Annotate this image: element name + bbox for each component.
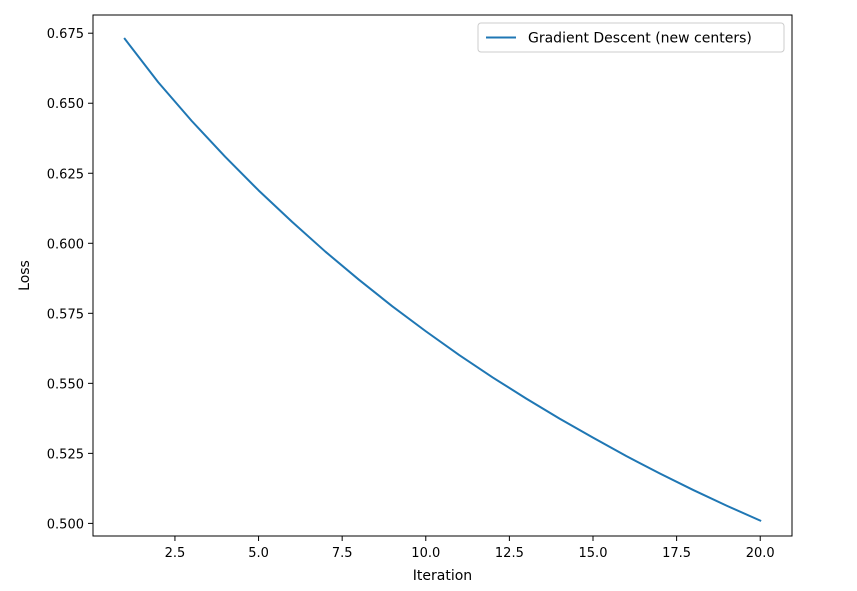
y-tick-label: 0.650	[47, 97, 84, 112]
x-tick-label: 7.5	[332, 546, 353, 561]
y-tick-label: 0.675	[47, 27, 84, 42]
series-lines	[123, 37, 762, 522]
x-tick-label: 20.0	[746, 546, 775, 561]
axes-frame	[92, 14, 793, 537]
y-tick-label: 0.500	[47, 517, 84, 532]
y-axis-label: Loss	[17, 260, 33, 291]
x-axis-label: Iteration	[413, 568, 472, 584]
y-tick-label: 0.575	[47, 307, 84, 322]
x-tick-label: 12.5	[495, 546, 524, 561]
x-tick-label: 2.5	[165, 546, 186, 561]
legend-box	[477, 22, 785, 53]
x-axis-ticks: 2.5 5.0 7.5 10.0 12.5 15.0 17.5 20.0	[165, 536, 775, 561]
y-axis-ticks: 0.500 0.525 0.550 0.575 0.600 0.625 0.650 0.675	[47, 27, 93, 532]
series-line	[123, 37, 762, 522]
x-tick-label: 15.0	[579, 546, 608, 561]
x-tick-label: 5.0	[248, 546, 269, 561]
y-tick-label: 0.625	[47, 167, 84, 182]
legend-label: Gradient Descent (new centers)	[528, 31, 752, 47]
y-tick-label: 0.550	[47, 377, 84, 392]
y-tick-label: 0.525	[47, 447, 84, 462]
y-tick-label: 0.600	[47, 237, 84, 252]
x-tick-label: 17.5	[662, 546, 691, 561]
x-tick-label: 10.0	[411, 546, 440, 561]
legend: Gradient Descent (new centers)	[477, 22, 785, 53]
